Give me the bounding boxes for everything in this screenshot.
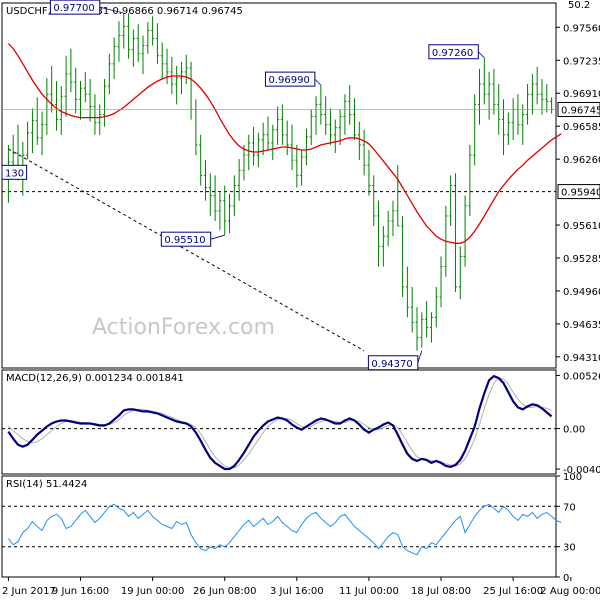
price-panel: USDCHF,H4 0.96831 0.96866 0.96714 0.9674… (1, 0, 600, 371)
macd-y-tick-label: 0.00 (563, 425, 585, 436)
price-y-tick-label: 0.96585 (563, 122, 600, 133)
rsi-line (8, 503, 562, 556)
trendline (8, 148, 365, 352)
price-panel-frame (1, 2, 557, 369)
macd-line (7, 374, 553, 471)
x-tick-label: 18 Jul 08:00 (411, 586, 471, 597)
price-callout-label: 0.94370 (371, 359, 412, 370)
price-callout-label: 0.96990 (268, 75, 309, 86)
macd-y-tick-label: 0.005266 (563, 371, 600, 382)
x-tick-label: 25 Jul 16:00 (483, 586, 543, 597)
price-callout-leader (417, 350, 423, 363)
price-callout-label: 0.97700 (53, 3, 94, 14)
price-callout-box (428, 44, 479, 60)
price-callout-leader (478, 51, 485, 59)
x-tick-label: 2 Aug 00:00 (540, 586, 600, 597)
price-callout-label: 0.95510 (164, 235, 205, 246)
x-tick-label: 9 Jun 16:00 (52, 586, 109, 597)
x-tick-label: 19 Jun 00:00 (121, 586, 185, 597)
price-callout-box (160, 231, 212, 247)
price-header: USDCHF,H4 0.96831 0.96866 0.96714 0.9674… (6, 6, 243, 17)
support-level-label: 0.95940 (561, 188, 600, 199)
rsi-panel-frame (1, 475, 557, 578)
price-y-tick-label: 0.97235 (563, 56, 600, 67)
price-callout-box (49, 0, 101, 15)
x-tick-label: 11 Jul 00:00 (339, 586, 399, 597)
macd-title: MACD(12,26,9) 0.001234 0.001841 (6, 373, 184, 384)
rsi-title: RSI(14) 51.4424 (6, 479, 87, 490)
current-price-label: 0.96745 (561, 105, 600, 116)
x-tick-label: 2 Jun 2017 (2, 586, 56, 597)
rsi-y-tick-label: 0 (563, 573, 569, 584)
price-callout-label: 0.97260 (432, 48, 473, 59)
top-corner-label: 50.2 (568, 0, 590, 11)
macd-panel: MACD(12,26,9) 0.001234 0.001841 0.005266 0… (1, 369, 600, 476)
support-level-tag (557, 184, 600, 200)
rsi-y-tick-label: 70 (563, 502, 576, 513)
price-callout-leader (314, 78, 322, 86)
x-tick-label: 3 Jul 16:00 (270, 586, 324, 597)
watermark: ActionForex.com (92, 315, 275, 340)
price-callout-leader (99, 6, 124, 14)
current-price-tag (557, 101, 600, 117)
rsi-panel: RSI(14) 51.4424 100 70 30 0 (1, 472, 582, 584)
rsi-y-tick-label: 100 (563, 472, 582, 483)
rsi-y-tick-label: 30 (563, 543, 576, 554)
price-y-tick-label: 0.94635 (563, 320, 600, 331)
price-callout-leader (210, 234, 225, 240)
macd-panel-frame (1, 369, 557, 475)
macd-y-tick-label: -0.004011 (563, 465, 600, 476)
x-tick-label: 26 Jun 08:00 (193, 586, 257, 597)
moving-average-line (7, 43, 562, 244)
price-y-tick-label: 0.95285 (563, 254, 600, 265)
price-callout-box (1, 164, 28, 180)
price-callout-box (264, 71, 316, 87)
price-callout-label: 130 (5, 168, 24, 179)
